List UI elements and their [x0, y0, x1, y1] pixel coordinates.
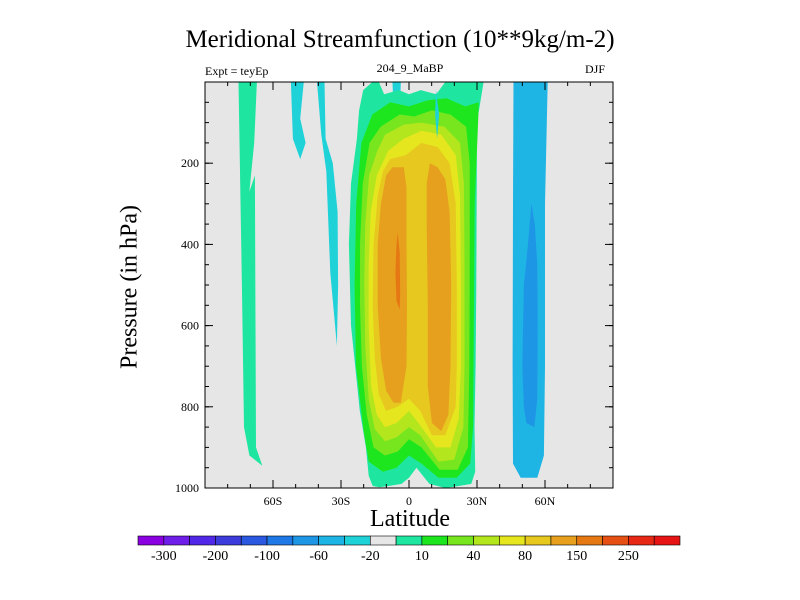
colorbar-swatch: [292, 535, 319, 546]
contour-nh-ferrel-40: [522, 203, 538, 428]
colorbar-label: -100: [254, 549, 280, 564]
x-tick-label: 0: [406, 494, 412, 508]
colorbar-label: -20: [361, 549, 380, 564]
contour-layer: [238, 82, 548, 488]
colorbar-swatch: [499, 535, 526, 546]
contour-sh-ferrel-strip-a: [290, 82, 306, 160]
y-tick-label: 200: [181, 156, 199, 170]
colorbar-swatch: [137, 535, 165, 546]
colorbar-swatch: [369, 535, 397, 546]
y-tick-label: 400: [181, 237, 199, 251]
colorbar-swatch: [653, 535, 681, 546]
x-tick-label: 30N: [467, 494, 488, 508]
y-tick-label: 800: [181, 400, 199, 414]
colorbar-label: 250: [618, 549, 639, 564]
y-tick-label: 600: [181, 319, 199, 333]
colorbar-label: 80: [518, 549, 532, 564]
period-label: 204_9_MaBP: [376, 61, 444, 75]
colorbar-swatch: [266, 535, 294, 546]
colorbar-label: -60: [309, 549, 328, 564]
chart-title: Meridional Streamfunction (10**9kg/m-2): [185, 26, 615, 53]
experiment-label: Expt = teyEp: [205, 64, 269, 78]
x-axis-label: Latitude: [370, 506, 450, 532]
colorbar-swatch: [395, 535, 423, 546]
colorbar-label: 40: [467, 549, 481, 564]
colorbar-swatch: [576, 535, 603, 546]
x-tick-label: 60N: [535, 494, 556, 508]
colorbar-swatch: [189, 535, 216, 546]
contour-hadley-200-south: [377, 167, 407, 403]
colorbar-label: 150: [566, 549, 587, 564]
colorbar-swatch: [602, 535, 629, 546]
colorbar-label: 10: [415, 549, 429, 564]
contour-hadley-200-north: [426, 163, 452, 432]
contour-hadley-250: [395, 232, 401, 310]
contour-sh-polar-dot: [435, 90, 440, 139]
axis-ticks: 60S 30S 0 30N 60N 200 400 600 800 1000: [175, 81, 614, 508]
colorbar: -300 -200 -100 -60 -20 10 40 80 150 250: [137, 535, 681, 564]
colorbar-swatch: [421, 535, 449, 546]
colorbar-swatch: [628, 535, 655, 546]
colorbar-swatch: [344, 535, 371, 546]
y-axis-label: Pressure (in hPa): [116, 205, 143, 369]
x-tick-label: 30S: [332, 494, 351, 508]
colorbar-swatch: [163, 535, 190, 546]
y-tick-label: 1000: [175, 481, 199, 495]
colorbar-swatch: [215, 535, 242, 546]
colorbar-swatch: [550, 535, 578, 546]
x-tick-label: 60S: [264, 494, 283, 508]
colorbar-swatch: [473, 535, 500, 546]
season-label: DJF: [585, 62, 606, 76]
colorbar-label: -300: [151, 549, 177, 564]
colorbar-label: -200: [203, 549, 229, 564]
colorbar-swatch: [240, 535, 268, 546]
colorbar-swatch: [447, 535, 474, 546]
contour-sh-ferrel-strip-b: [317, 82, 339, 346]
colorbar-swatch: [318, 535, 345, 546]
colorbar-swatch: [524, 535, 552, 546]
contour-sh-polar-cell: [238, 82, 263, 466]
